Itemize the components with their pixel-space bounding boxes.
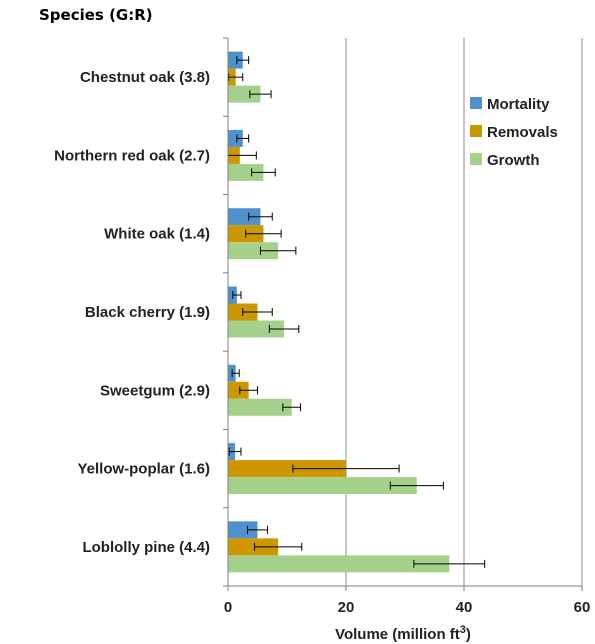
bar-mortality	[228, 521, 258, 539]
bar-mortality	[228, 208, 261, 226]
category-label: Loblolly pine (4.4)	[82, 539, 210, 556]
legend-label: Growth	[487, 152, 540, 169]
x-axis-title-superscript: 3	[460, 624, 466, 636]
category-label: Chestnut oak (3.8)	[80, 69, 210, 86]
legend-swatch-growth	[470, 153, 482, 165]
chart-title: Species (G:R)	[39, 6, 153, 24]
tick-labels: 0 20 40 60	[224, 599, 591, 616]
category-label: Black cherry (1.9)	[85, 304, 210, 321]
bar-growth	[228, 242, 279, 260]
x-tick-label: 60	[574, 599, 591, 616]
legend-swatch-removals	[470, 125, 482, 137]
bar-growth	[228, 163, 264, 181]
bar-mortality	[228, 51, 243, 69]
x-axis-title-suffix: )	[466, 626, 471, 643]
category-label: Sweetgum (2.9)	[100, 382, 210, 399]
legend: Mortality Removals Growth	[470, 96, 558, 169]
bar-removals	[228, 381, 249, 399]
x-tick-label: 0	[224, 599, 232, 616]
bar-growth	[228, 555, 450, 573]
category-labels: Chestnut oak (3.8) Northern red oak (2.7)…	[54, 69, 210, 556]
x-axis-title: Volume (million ft3)	[335, 624, 471, 643]
bar-growth	[228, 85, 261, 103]
category-label: White oak (1.4)	[104, 226, 210, 243]
x-tick-label: 40	[456, 599, 473, 616]
bar-removals	[228, 538, 279, 556]
legend-swatch-mortality	[470, 97, 482, 109]
bar-growth	[228, 398, 292, 416]
bar-growth	[228, 477, 417, 495]
bar-growth	[228, 320, 285, 338]
error-bars	[227, 56, 486, 568]
legend-label: Mortality	[487, 96, 550, 113]
category-label: Northern red oak (2.7)	[54, 147, 210, 164]
x-axis-title-main: Volume (million ft	[335, 626, 460, 643]
bar-removals	[228, 460, 346, 478]
legend-label: Removals	[487, 124, 558, 141]
x-tick-label: 20	[338, 599, 355, 616]
axes	[223, 37, 583, 591]
gridlines	[345, 38, 583, 586]
bar-mortality	[228, 129, 243, 147]
category-label: Yellow-poplar (1.6)	[77, 461, 210, 478]
